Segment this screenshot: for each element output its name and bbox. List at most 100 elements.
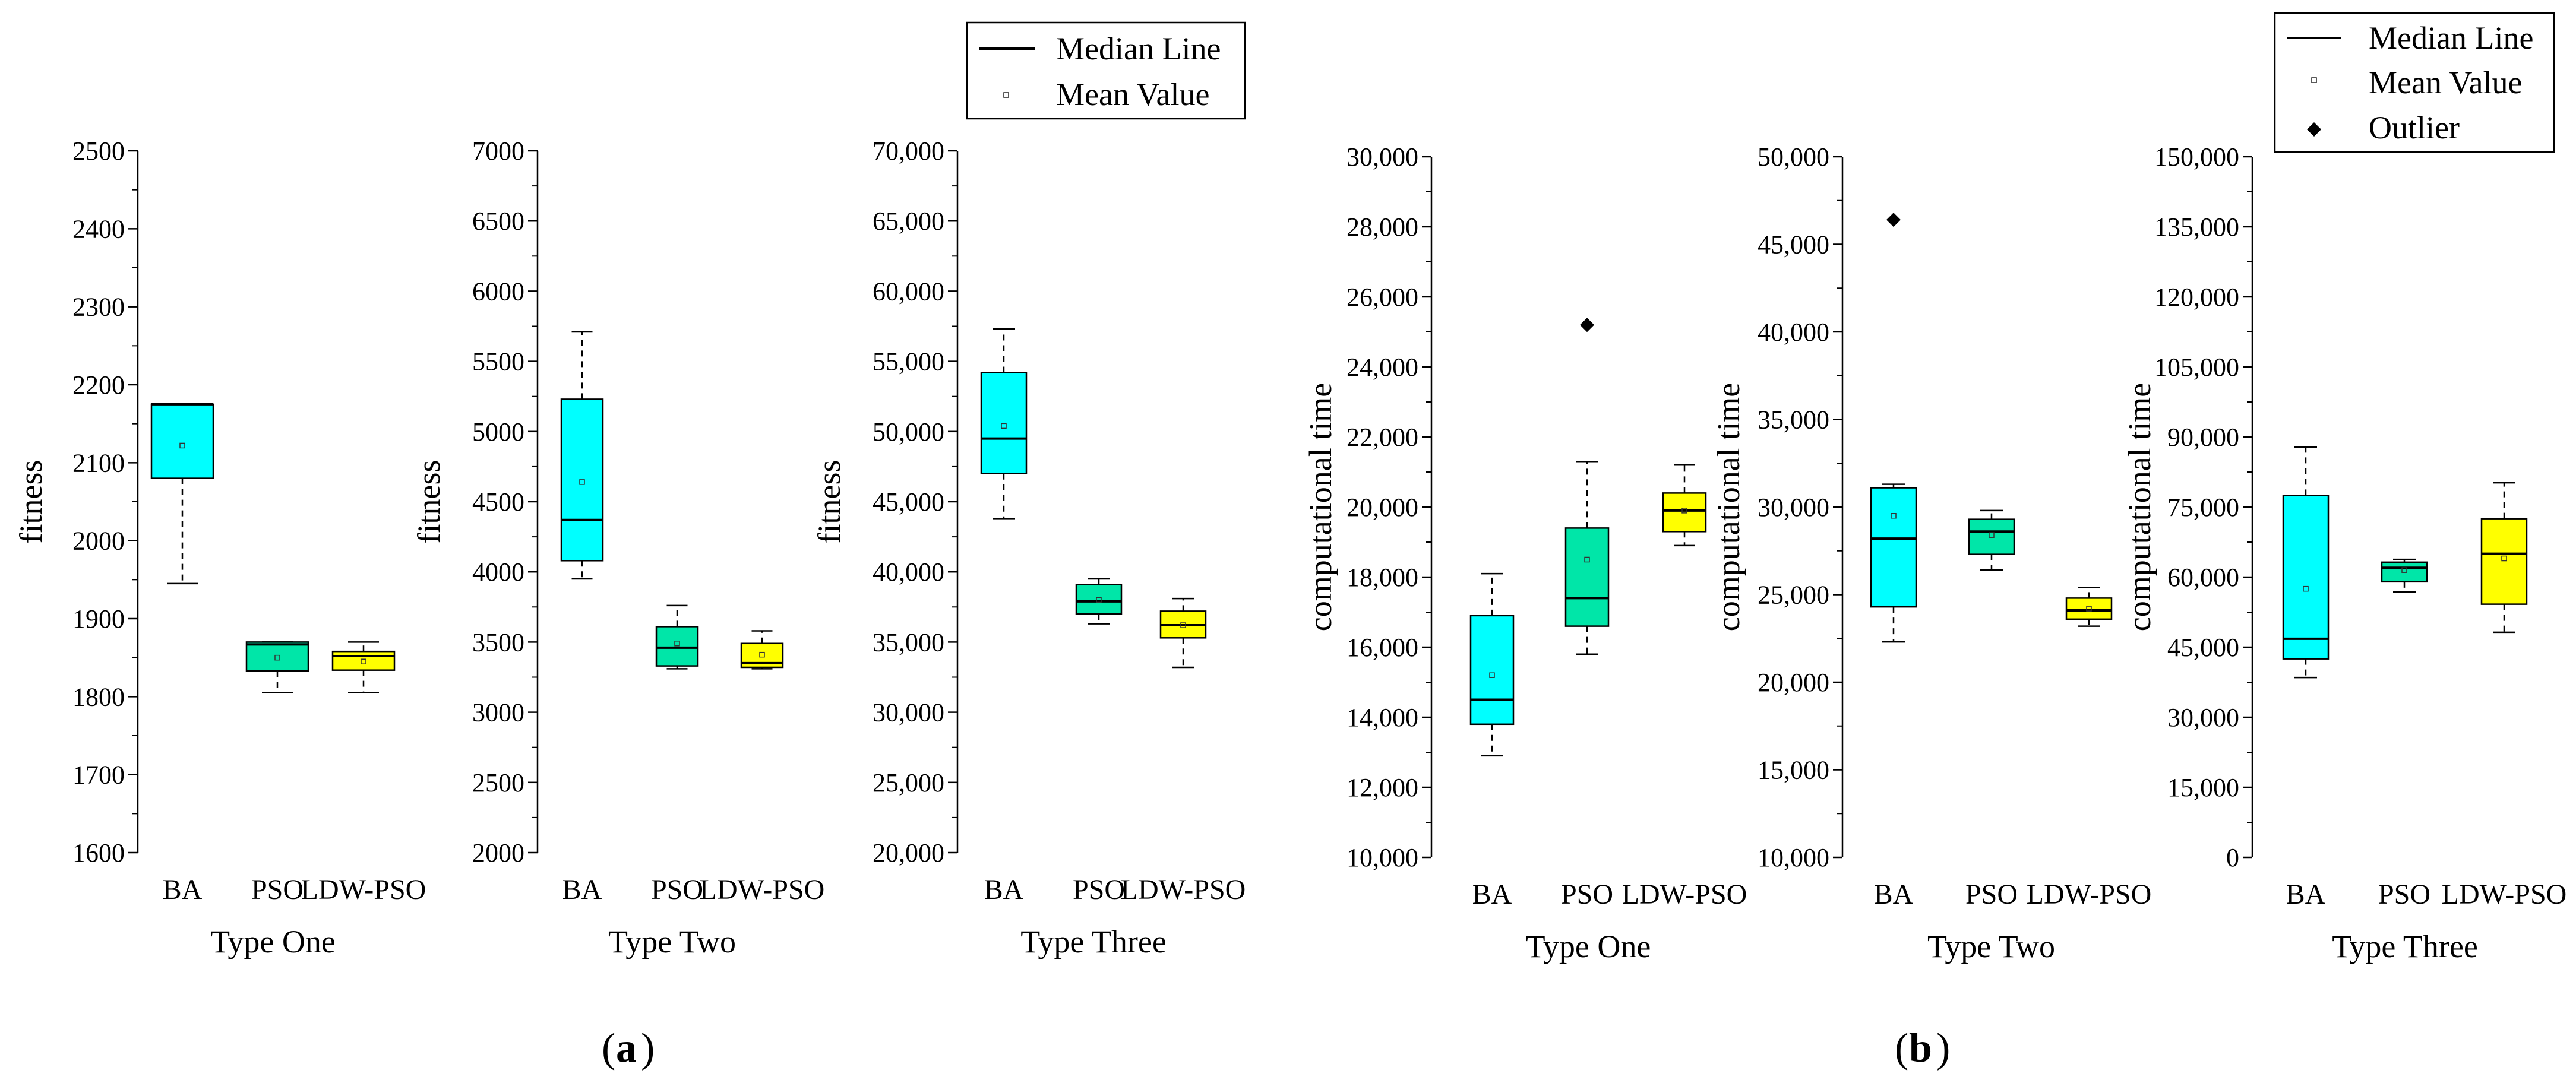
box-pso [1968, 509, 2015, 571]
y-tick-label: 2300 [72, 293, 125, 322]
y-tick-label: 50,000 [1758, 142, 1829, 172]
box-body [2381, 561, 2428, 583]
y-tick-label: 70,000 [873, 137, 944, 166]
y-tick-label: 1700 [72, 761, 125, 790]
x-axis-title: Type Three [1020, 924, 1167, 959]
box-body [1662, 492, 1707, 533]
y-tick-label: 40,000 [1758, 318, 1829, 347]
y-tick-label: 1900 [72, 604, 125, 634]
box-ldw-pso [740, 630, 784, 670]
box-pso [2381, 558, 2428, 593]
mean-marker [1180, 622, 1186, 628]
y-axis-label: computational time [2122, 383, 2157, 631]
mean-marker [1584, 556, 1590, 563]
box-body [1870, 487, 1917, 608]
mean-marker [2086, 606, 2092, 612]
x-axis-title: Type One [210, 924, 336, 959]
y-tick-label: 28,000 [1347, 213, 1418, 242]
y-axis-label: fitness [13, 460, 49, 544]
box-body [1469, 615, 1515, 726]
y-tick-label: 55,000 [873, 347, 944, 376]
x-tick-label: PSO [251, 874, 304, 905]
mean-marker [1489, 672, 1495, 678]
x-tick-label: LDW-PSO [301, 874, 426, 905]
panel-label-b: ( b ) [1895, 1025, 1950, 1071]
x-tick-label: PSO [1965, 879, 2018, 910]
box-body [331, 650, 396, 671]
y-tick-label: 1800 [72, 682, 125, 711]
charts-layer: 1600 1700 1800 1900 2000 2100 2200 2300 2400 2500… [13, 137, 2566, 964]
legend-b: Median Line Mean Value Outlier [2274, 12, 2555, 153]
y-tick-label: 60,000 [2167, 563, 2239, 592]
box-ldw-pso [1159, 597, 1207, 669]
x-tick-label: LDW-PSO [700, 874, 825, 905]
x-tick-label: PSO [1073, 874, 1125, 905]
y-tick-label: 60,000 [873, 277, 944, 306]
box-body [2282, 495, 2330, 660]
svg-text:): ) [641, 1025, 655, 1071]
y-tick-label: 25,000 [1758, 581, 1829, 610]
y-tick-label: 7000 [472, 137, 524, 166]
y-tick-label: 105,000 [2154, 353, 2239, 382]
y-tick-label: 25,000 [873, 768, 944, 797]
y-tick-label: 15,000 [1758, 756, 1829, 785]
y-tick-label: 35,000 [1758, 406, 1829, 435]
y-tick-label: 10,000 [1347, 843, 1418, 872]
y-tick-label: 16,000 [1347, 633, 1418, 662]
box-ldw-pso [2480, 482, 2528, 634]
mean-marker [2501, 555, 2507, 562]
y-tick-label: 45,000 [2167, 633, 2239, 662]
x-tick-label: BA [2286, 879, 2326, 910]
box-pso [655, 604, 699, 670]
x-tick-label: PSO [1561, 879, 1613, 910]
svg-text:): ) [1936, 1025, 1950, 1071]
y-tick-label: 5500 [472, 347, 524, 376]
y-tick-label: 30,000 [2167, 703, 2239, 732]
legend-a-frame [966, 21, 1246, 120]
box-ba [1870, 213, 1917, 643]
x-tick-label: BA [1874, 879, 1914, 910]
y-tick-label: 5000 [472, 417, 524, 446]
chart-panel-3: 20,000 25,000 30,000 35,000 40,000 45,000 50,0… [811, 137, 1246, 959]
mean-marker [674, 641, 680, 647]
box-body [2065, 597, 2113, 620]
box-pso [245, 641, 309, 694]
box-ba [980, 328, 1028, 520]
y-axis-label: fitness [411, 460, 447, 544]
mean-marker [179, 442, 185, 449]
box-ba [560, 331, 604, 580]
y-tick-label: 65,000 [873, 207, 944, 236]
y-tick-label: 45,000 [1758, 230, 1829, 259]
box-ldw-pso [1662, 464, 1707, 547]
y-tick-label: 150,000 [2154, 142, 2239, 172]
legend-b-median-label: Median Line [2369, 20, 2533, 56]
panel-label-a: ( a ) [602, 1025, 655, 1071]
mean-marker [1096, 597, 1102, 603]
x-tick-label: BA [163, 874, 203, 905]
box-ldw-pso [2065, 587, 2113, 627]
legend-a-mean-swatch [1003, 92, 1009, 98]
x-tick-label: PSO [2378, 879, 2430, 910]
y-tick-label: 4000 [472, 558, 524, 587]
x-axis-title: Type Three [2332, 929, 2478, 964]
y-tick-label: 24,000 [1347, 353, 1418, 382]
outlier-marker [1580, 318, 1594, 332]
y-tick-label: 30,000 [1347, 142, 1418, 172]
svg-text:(: ( [602, 1025, 615, 1071]
y-tick-label: 20,000 [873, 838, 944, 867]
mean-marker [1989, 532, 1995, 538]
mean-marker [361, 658, 366, 664]
chart-panel-4: 10,000 12,000 14,000 16,000 18,000 20,000 22,0… [1303, 142, 1747, 964]
y-tick-label: 45,000 [873, 487, 944, 517]
box-pso [1564, 318, 1610, 655]
y-tick-label: 90,000 [2167, 423, 2239, 452]
y-axis-label: fitness [811, 460, 847, 544]
y-tick-label: 3500 [472, 628, 524, 657]
y-tick-label: 14,000 [1347, 703, 1418, 732]
y-tick-label: 135,000 [2154, 213, 2239, 242]
y-tick-label: 6500 [472, 207, 524, 236]
legend-a-mean-label: Mean Value [1056, 77, 1209, 112]
x-axis-title: Type Two [608, 924, 736, 959]
x-tick-label: BA [1472, 879, 1512, 910]
